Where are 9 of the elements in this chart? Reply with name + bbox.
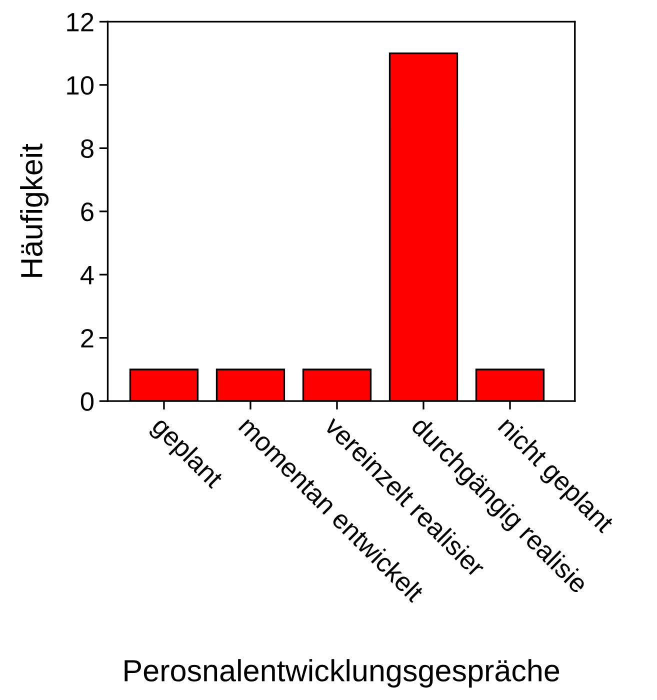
y-tick-label: 10 (67, 76, 94, 95)
y-tick-label: 12 (67, 12, 94, 32)
y-tick-label: 8 (81, 139, 94, 158)
y-tick-label: 6 (81, 202, 94, 222)
y-tick-label: 2 (81, 329, 94, 348)
x-axis-title: Perosnalentwicklungsgespräche (124, 659, 560, 688)
y-tick-label: 4 (80, 266, 94, 284)
y-axis-title: Häufigkeit (20, 144, 49, 277)
y-tick-label: 0 (80, 392, 94, 411)
